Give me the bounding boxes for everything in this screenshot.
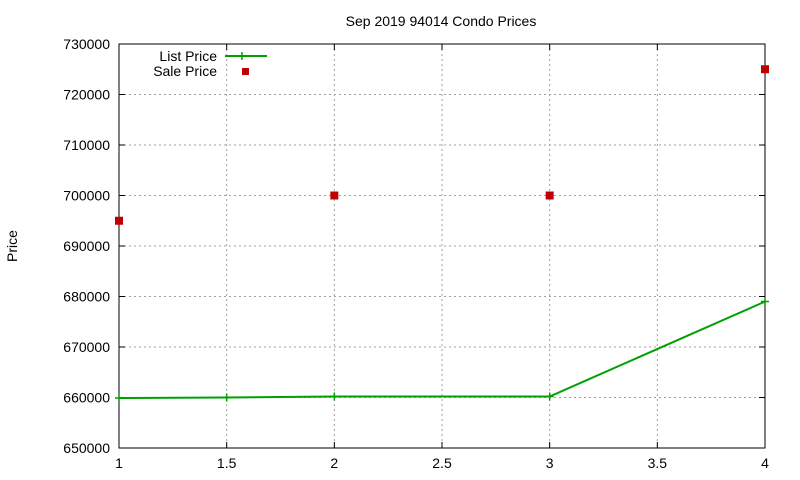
data-point-sale-price xyxy=(330,191,339,200)
data-point-list-price xyxy=(330,392,339,401)
x-tick-label: 1 xyxy=(115,455,123,471)
data-point-sale-price xyxy=(761,65,769,74)
y-tick-label: 680000 xyxy=(63,289,110,305)
x-tick-labels: 1 1.5 2 2.5 3 3.5 4 xyxy=(115,455,769,471)
x-tick-label: 1.5 xyxy=(217,455,237,471)
data-point-list-price xyxy=(115,394,123,403)
legend-marker-sale-price xyxy=(242,68,249,75)
data-point-list-price xyxy=(222,393,231,402)
legend-label-list-price: List Price xyxy=(159,48,217,64)
chart-title: Sep 2019 94014 Condo Prices xyxy=(346,13,537,29)
y-tick-label: 660000 xyxy=(63,390,110,406)
y-tick-label: 690000 xyxy=(63,238,110,254)
grid xyxy=(119,44,765,448)
x-tick-label: 4 xyxy=(761,455,769,471)
x-tick-label: 3 xyxy=(546,455,554,471)
tick-marks xyxy=(118,43,766,449)
x-tick-label: 2 xyxy=(330,455,338,471)
legend-label-sale-price: Sale Price xyxy=(153,63,217,79)
x-tick-label: 2.5 xyxy=(432,455,452,471)
series-layer xyxy=(115,65,769,403)
y-tick-label: 730000 xyxy=(63,36,110,52)
y-tick-label: 700000 xyxy=(63,188,110,204)
y-tick-label: 720000 xyxy=(63,87,110,103)
data-point-list-price xyxy=(545,392,554,401)
legend: List Price Sale Price xyxy=(153,48,267,79)
legend-marker-list-price xyxy=(238,52,246,60)
data-point-sale-price xyxy=(545,191,554,200)
data-point-list-price xyxy=(761,297,769,306)
y-tick-label: 650000 xyxy=(63,440,110,456)
y-tick-labels: 650000 660000 670000 680000 690000 700000 7100… xyxy=(63,36,110,456)
y-tick-label: 710000 xyxy=(63,137,110,153)
data-point-sale-price xyxy=(115,216,123,225)
y-axis-label: Price xyxy=(4,230,20,262)
x-tick-label: 3.5 xyxy=(648,455,668,471)
y-tick-label: 670000 xyxy=(63,339,110,355)
